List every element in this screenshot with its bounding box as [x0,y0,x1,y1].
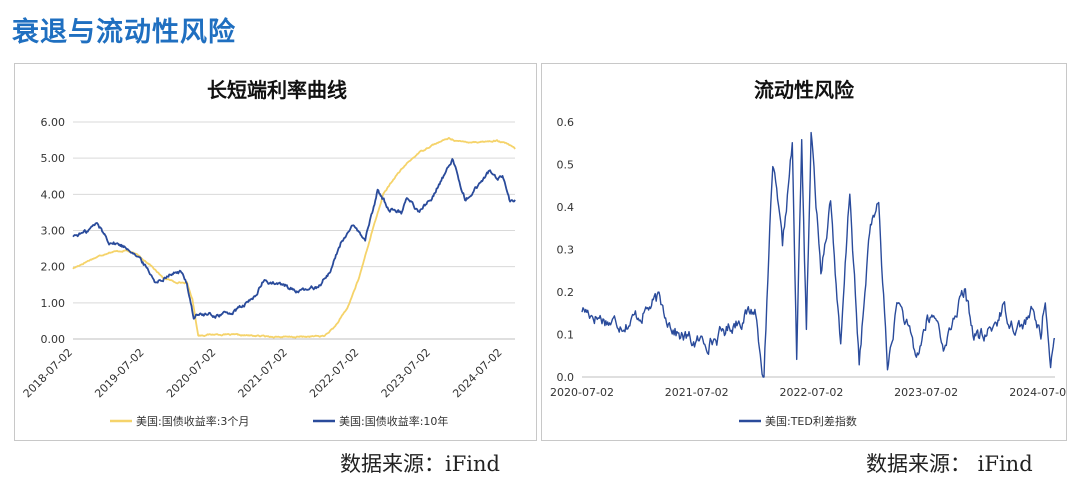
x-tick-label: 2019-07-02 [92,346,146,400]
series-line-2 [72,158,516,320]
y-tick-label: 2.00 [41,261,66,274]
liquidity-risk-chart: 流动性风险 0.0 0.1 0.2 0.3 0.4 0.5 0.6 2020-07-02 2021… [550,78,1066,428]
legend-label: 美国:TED利差指数 [765,414,857,428]
y-tick-label: 0.2 [557,286,575,299]
y-tick-label: 0.0 [557,371,575,384]
x-tick-label: 2023-07-02 [379,346,433,400]
liquidity-risk-panel: 流动性风险 0.0 0.1 0.2 0.3 0.4 0.5 0.6 2020-07-02 2021… [541,63,1067,441]
data-source-left: 数据来源：iFind [340,452,500,476]
legend-label: 美国:国债收益率:3个月 [136,414,249,428]
x-tick-label: 2020-07-02 [164,346,218,400]
series-line-1 [581,131,1056,378]
x-tick-label: 2021-07-02 [665,386,729,399]
y-tick-label: 3.00 [41,225,66,238]
x-tick-label: 2018-07-02 [21,346,75,400]
x-tick-label: 2020-07-02 [550,386,614,399]
y-tick-label: 0.6 [557,116,575,129]
x-tick-label: 2024-07-02 [450,346,504,400]
x-tick-label: 2022-07-02 [779,386,843,399]
x-tick-label: 2023-07-02 [894,386,958,399]
legend-label: 美国:国债收益率:10年 [339,414,448,428]
y-tick-label: 0.4 [557,201,575,214]
y-tick-label: 0.5 [557,159,575,172]
y-tick-label: 5.00 [41,152,66,165]
y-tick-label: 4.00 [41,188,66,201]
y-tick-label: 0.3 [557,244,575,257]
chart-title: 长短端利率曲线 [207,78,347,102]
chart-title: 流动性风险 [754,78,855,102]
y-tick-label: 1.00 [41,297,66,310]
yield-curve-panel: 长短端利率曲线 0.00 1.00 2.00 3.00 4.00 5.00 6.00 2018-… [14,63,537,441]
series-line-1 [72,137,516,339]
yield-curve-chart: 长短端利率曲线 0.00 1.00 2.00 3.00 4.00 5.00 6.00 2018-… [21,78,516,428]
x-tick-label: 2022-07-02 [307,346,361,400]
page-title: 衰退与流动性风险 [12,17,236,48]
y-tick-label: 0.1 [557,329,575,342]
x-tick-label: 2021-07-02 [236,346,290,400]
y-tick-label: 0.00 [41,333,66,346]
y-tick-label: 6.00 [41,116,66,129]
x-tick-label: 2024-07-02 [1009,386,1066,399]
data-source-right: 数据来源： iFind [866,452,1033,476]
